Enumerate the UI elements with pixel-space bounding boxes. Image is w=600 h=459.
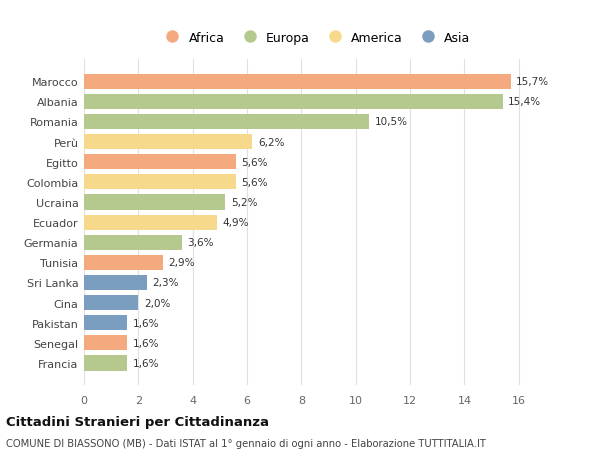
Text: 15,7%: 15,7%	[516, 77, 549, 87]
Bar	[84, 275, 146, 291]
Bar	[84, 115, 370, 130]
Bar	[84, 135, 253, 150]
Text: 4,9%: 4,9%	[223, 218, 249, 228]
Text: 5,2%: 5,2%	[231, 197, 257, 207]
Text: 6,2%: 6,2%	[258, 137, 284, 147]
Text: 15,4%: 15,4%	[508, 97, 541, 107]
Text: 3,6%: 3,6%	[187, 238, 214, 248]
Text: Cittadini Stranieri per Cittadinanza: Cittadini Stranieri per Cittadinanza	[6, 415, 269, 428]
Bar	[84, 95, 503, 110]
Text: 10,5%: 10,5%	[375, 117, 408, 127]
Bar	[84, 215, 217, 230]
Text: 2,9%: 2,9%	[168, 258, 195, 268]
Text: 1,6%: 1,6%	[133, 338, 160, 348]
Bar	[84, 74, 511, 90]
Text: 2,3%: 2,3%	[152, 278, 178, 288]
Text: 2,0%: 2,0%	[144, 298, 170, 308]
Bar	[84, 255, 163, 270]
Text: COMUNE DI BIASSONO (MB) - Dati ISTAT al 1° gennaio di ogni anno - Elaborazione T: COMUNE DI BIASSONO (MB) - Dati ISTAT al …	[6, 438, 486, 448]
Bar	[84, 175, 236, 190]
Bar	[84, 155, 236, 170]
Text: 1,6%: 1,6%	[133, 318, 160, 328]
Bar	[84, 315, 127, 330]
Legend: Africa, Europa, America, Asia: Africa, Europa, America, Asia	[155, 27, 475, 50]
Bar	[84, 195, 226, 210]
Text: 5,6%: 5,6%	[242, 178, 268, 187]
Text: 1,6%: 1,6%	[133, 358, 160, 368]
Bar	[84, 336, 127, 351]
Bar	[84, 235, 182, 250]
Bar	[84, 296, 139, 310]
Text: 5,6%: 5,6%	[242, 157, 268, 168]
Bar	[84, 356, 127, 371]
